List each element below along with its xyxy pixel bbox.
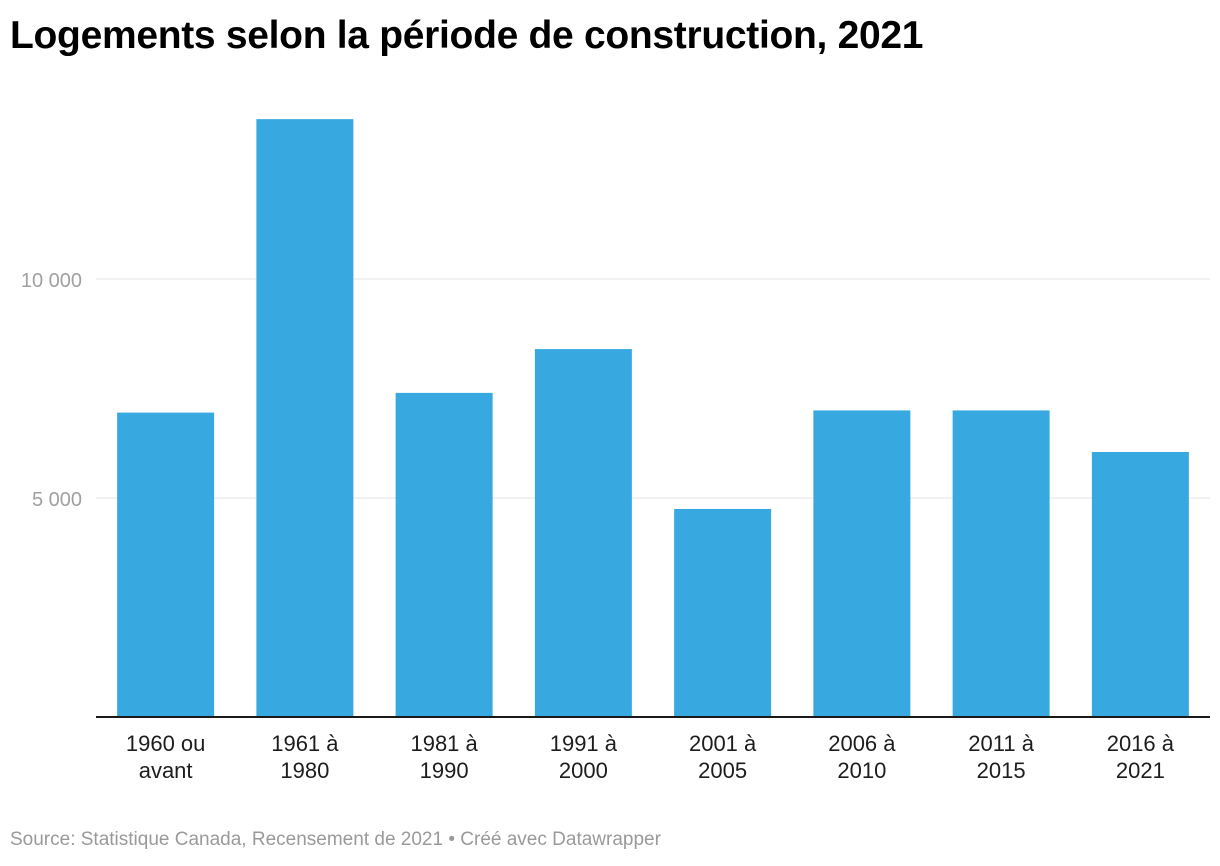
bar xyxy=(952,410,1050,717)
bar xyxy=(117,412,215,717)
x-tick-label: 1991 à 2000 xyxy=(550,731,618,783)
footer-separator: • xyxy=(443,829,461,850)
credit-link[interactable]: Créé avec Datawrapper xyxy=(460,829,661,850)
x-tick-label: 2001 à 2005 xyxy=(689,731,757,783)
bar xyxy=(1091,452,1189,717)
bar xyxy=(534,349,632,717)
y-tick-label: 5 000 xyxy=(32,489,82,511)
bar xyxy=(256,119,354,717)
x-tick-label: 2016 à 2021 xyxy=(1107,731,1175,783)
bar xyxy=(813,410,911,717)
bar xyxy=(395,392,493,717)
bar xyxy=(674,508,772,717)
source-note: Source: Statistique Canada, Recensement … xyxy=(10,829,444,850)
x-tick-label: 2006 à 2010 xyxy=(828,731,896,783)
x-tick-label: 1961 à 1980 xyxy=(271,731,339,783)
y-tick-label: 10 000 xyxy=(21,270,82,292)
chart-footer: Source: Statistique Canada, Recensement … xyxy=(10,829,661,851)
bars xyxy=(117,119,1189,717)
x-tick-label: 1960 ou avant xyxy=(126,731,206,783)
chart-title: Logements selon la période de constructi… xyxy=(10,14,924,57)
x-axis: 1960 ou avant 1961 à 1980 1981 à 1990 1991 à 20… xyxy=(96,716,1210,783)
x-tick-label: 1981 à 1990 xyxy=(410,731,478,783)
x-tick-label: 2011 à 2015 xyxy=(968,731,1034,783)
